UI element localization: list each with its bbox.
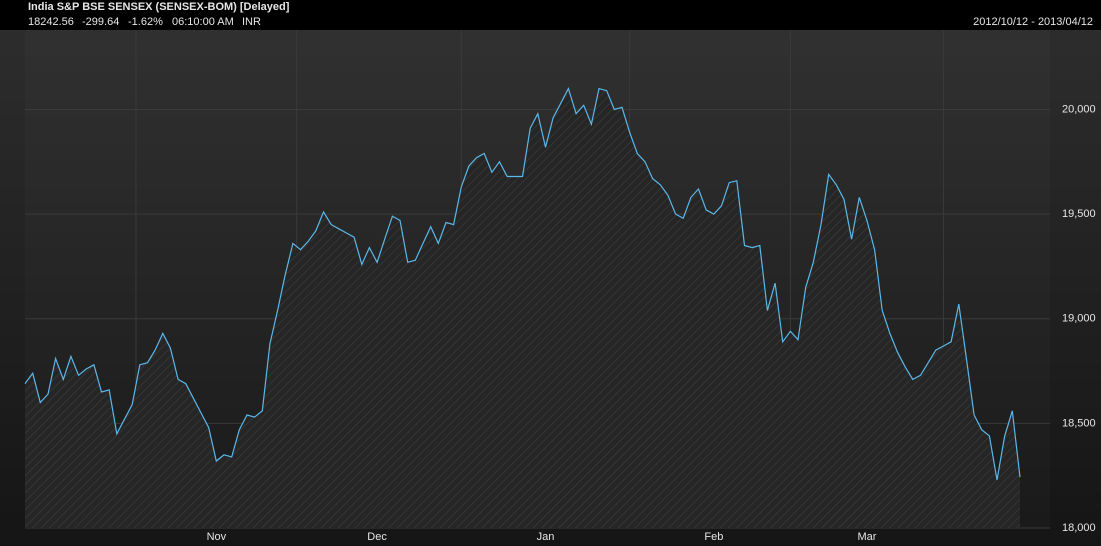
x-tick-label: Jan: [537, 531, 555, 543]
y-tick-label: 19,000: [1062, 313, 1096, 325]
y-tick-label: 18,000: [1062, 522, 1096, 534]
y-tick-label: 20,000: [1062, 103, 1096, 115]
quote-item: INR: [242, 16, 261, 28]
price-line: [24, 87, 1021, 481]
area-fill: [25, 88, 1020, 528]
quote-item: 06:10:00 AM: [172, 16, 234, 28]
date-range: 2012/10/12 - 2013/04/12: [973, 16, 1093, 28]
y-tick-label: 18,500: [1062, 417, 1096, 429]
x-tick-label: Dec: [367, 531, 387, 543]
x-tick-label: Nov: [207, 531, 227, 543]
quote-row: 18242.56 -299.64 -1.62% 06:10:00 AM INR: [28, 16, 261, 28]
x-tick-label: Mar: [857, 531, 876, 543]
quote-item: 18242.56: [28, 16, 74, 28]
y-tick-label: 19,500: [1062, 208, 1096, 220]
header-bar: [0, 0, 1101, 30]
x-tick-label: Feb: [704, 531, 723, 543]
quote-item: -1.62%: [128, 16, 163, 28]
quote-item: -299.64: [82, 16, 119, 28]
chart-title: India S&P BSE SENSEX (SENSEX-BOM) [Delay…: [28, 1, 290, 13]
